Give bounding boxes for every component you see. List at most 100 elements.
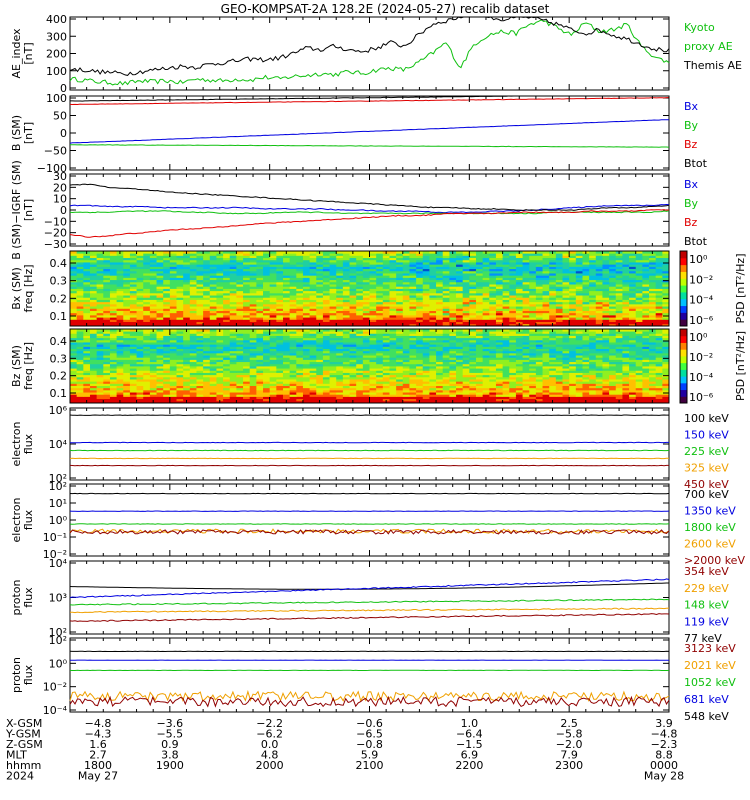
bz_spec-cell — [136, 374, 144, 378]
bx_spec-cell — [336, 262, 344, 265]
bx_spec-cell — [629, 268, 637, 272]
bx_spec-cell — [569, 277, 577, 281]
bz_spec-cell — [282, 381, 291, 384]
bx_spec-cell — [223, 251, 231, 254]
bx_spec-cell — [276, 323, 284, 327]
bx_spec-cell — [116, 292, 124, 296]
bx_spec-cell — [282, 270, 291, 274]
bz_spec-cell — [249, 379, 257, 382]
bx_spec-cell — [469, 255, 477, 259]
bx_spec-cell — [456, 253, 464, 256]
bz_spec-cell — [382, 366, 390, 369]
bx_spec-cell — [615, 321, 623, 325]
bx_spec-cell — [276, 279, 284, 283]
bz_spec-cell — [495, 368, 504, 371]
bx_spec-cell — [76, 317, 84, 320]
bz_spec-cell — [376, 366, 384, 369]
bz_spec-cell — [83, 383, 91, 386]
bx_spec-cell — [123, 266, 131, 270]
bz_spec-cell — [542, 372, 550, 376]
bz_spec-cell — [429, 400, 437, 404]
bz_spec-cell — [402, 392, 410, 395]
bz_spec-cell — [489, 385, 497, 389]
bx_spec-cell — [622, 292, 630, 296]
bx_spec-cell — [349, 310, 357, 314]
bx_spec-cell — [149, 314, 157, 318]
bx_spec-cell — [615, 303, 623, 307]
bx_spec-cell — [482, 286, 490, 289]
bx_spec-cell — [183, 279, 191, 283]
bz_spec-cell — [216, 392, 224, 395]
bx_spec-cell — [196, 277, 204, 281]
bx_spec-cell — [376, 281, 384, 285]
bx_spec-cell — [329, 317, 337, 320]
bx_spec-cell — [342, 277, 350, 281]
bx_spec-cell — [129, 310, 137, 314]
bz_spec-cell — [436, 392, 444, 395]
bx_spec-cell — [482, 310, 490, 314]
bz_spec-cell — [129, 376, 137, 380]
bz_spec-cell — [263, 383, 271, 386]
bx_spec-cell — [562, 314, 570, 318]
bx_spec-cell — [622, 264, 630, 267]
bx_spec-cell — [369, 317, 377, 320]
bx_spec-cell — [156, 303, 164, 307]
bx_spec-cell — [223, 264, 231, 267]
bx_spec-cell — [276, 321, 284, 325]
bx_spec-cell — [316, 277, 324, 281]
bx_spec-cell — [243, 301, 251, 305]
bx_spec-cell — [529, 270, 537, 274]
bz_spec-cell — [349, 370, 357, 373]
bx_spec-cell — [522, 301, 530, 305]
bz_spec-cell — [549, 374, 557, 378]
bx_spec-cell — [635, 281, 643, 285]
bz_spec-cell — [163, 383, 171, 386]
bx_spec-cell — [396, 292, 404, 296]
bx_spec-cell — [349, 312, 357, 316]
bz_spec-cell — [569, 392, 577, 395]
bx_spec-cell — [649, 308, 657, 311]
bz_spec-cell — [223, 398, 231, 402]
bx_spec-cell — [376, 284, 384, 287]
bx_spec-cell — [136, 312, 144, 316]
bx_spec-cell — [409, 312, 417, 316]
bz_spec-cell — [429, 392, 437, 395]
bz_spec-cell — [595, 385, 603, 389]
bx_spec-cell — [256, 303, 264, 307]
bz_spec-cell — [156, 383, 164, 386]
bx_spec-cell — [302, 314, 310, 318]
bx_spec-cell — [76, 273, 84, 276]
bx_spec-cell — [575, 323, 583, 327]
bz_spec-cell — [189, 366, 197, 369]
bz_spec-cell — [655, 400, 663, 404]
bx_spec-cell — [575, 268, 583, 272]
bx_spec-cell — [263, 303, 271, 307]
bx_spec-cell — [456, 264, 464, 267]
bx_spec-cell — [249, 312, 257, 316]
bx_spec-cell — [602, 303, 610, 307]
bx_spec-cell — [149, 308, 157, 311]
bx_spec-cell — [276, 259, 284, 263]
bz_spec-cell — [243, 394, 251, 397]
bx_spec-cell — [529, 308, 537, 311]
bx_spec-cell — [123, 323, 131, 327]
bx_spec-cell — [216, 321, 224, 325]
bx_spec-cell — [203, 270, 211, 274]
bz_spec-cell — [342, 374, 350, 378]
bx_spec-cell — [362, 279, 370, 283]
bx_spec-cell — [296, 281, 304, 285]
bx_spec-cell — [76, 284, 84, 287]
bx_spec-cell — [456, 323, 464, 327]
bz_spec-cell — [263, 396, 271, 400]
bx_spec-cell — [103, 295, 111, 298]
bz_spec-cell — [509, 374, 517, 378]
bz_spec-cell — [169, 376, 177, 380]
bz_spec-cell — [203, 366, 211, 369]
bx_spec-cell — [615, 266, 623, 270]
bz_spec-cell — [196, 370, 204, 373]
bx_spec-cell — [109, 301, 117, 305]
bx_spec-cell — [482, 277, 490, 281]
bz_spec-cell — [209, 387, 217, 391]
bx_spec-cell — [402, 288, 410, 292]
bx_spec-cell — [389, 275, 397, 278]
